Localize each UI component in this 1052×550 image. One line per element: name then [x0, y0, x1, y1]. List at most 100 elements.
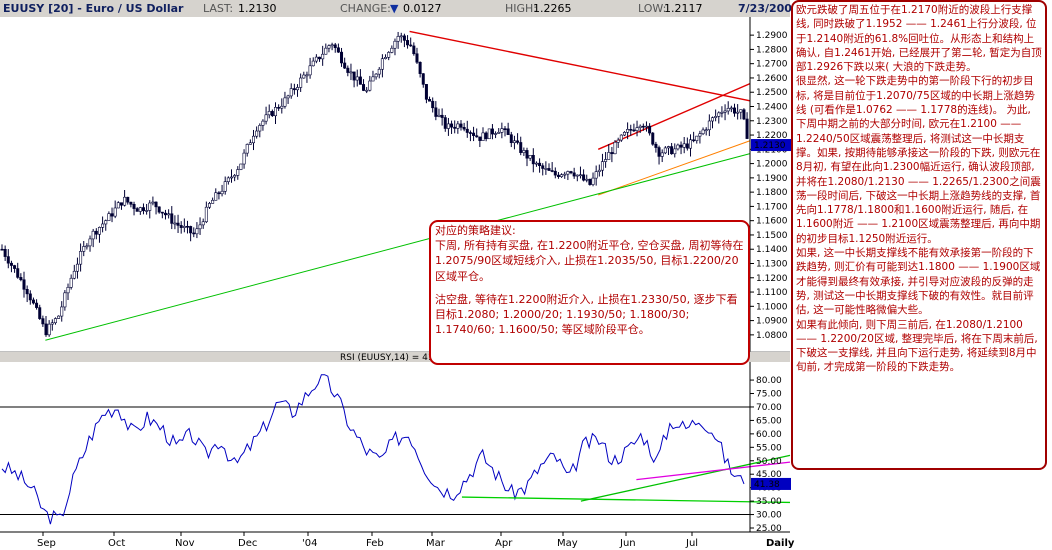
price-candle-body [717, 112, 721, 117]
price-candle-body [57, 315, 61, 319]
price-candle-body [189, 226, 193, 234]
price-tick-label: 1.2000 [756, 160, 788, 170]
price-candle-body [217, 192, 221, 195]
price-candle-body [0, 248, 4, 251]
price-candle-body [500, 128, 504, 133]
analysis-para-1: 欧元跌破了周五位于在1.2170附近的波段上行支撑线, 同时跌破了1.1952 … [796, 4, 1042, 74]
price-candle-body [233, 175, 237, 178]
price-candle-body [685, 143, 689, 149]
price-candle-body [299, 77, 303, 88]
analysis-para-3: 如果, 这一中长期支撑线不能有效承接第一阶段的下跌趋势, 则汇价有可能到达1.1… [796, 247, 1041, 317]
x-axis: Sep Oct Nov Dec '04 Feb Mar Apr May Jun Jul [0, 531, 790, 549]
x-tick-label: Oct [108, 538, 125, 549]
price-candle-body [472, 132, 476, 136]
price-candle-body [415, 53, 419, 63]
price-candle-body [226, 177, 230, 182]
price-candle-body [651, 132, 655, 145]
price-tick-label: 1.1600 [756, 217, 788, 227]
price-candle-body [475, 135, 479, 138]
price-candle-body [582, 174, 586, 181]
price-candle-body [185, 225, 189, 228]
price-candle-body [214, 192, 218, 201]
last-price-tag [751, 139, 791, 152]
date-label: 7/23/200 [738, 2, 792, 15]
price-candle-body [132, 203, 136, 209]
price-tick-label: 1.2900 [756, 31, 788, 41]
price-candle-body [666, 146, 670, 149]
price-candle-body [440, 114, 444, 118]
price-candle-body [41, 318, 45, 325]
price-candle-body [6, 256, 10, 264]
strategy-para-buy: 下周, 所有持有买盘, 在1.2200附近平仓, 空仓买盘, 周初等待在1.20… [435, 239, 744, 283]
price-tick-label: 1.1000 [756, 302, 788, 312]
price-candle-body [462, 127, 466, 130]
price-candle-body [242, 152, 246, 165]
last-price-tag-text: 1.2130 [754, 141, 786, 151]
price-candle-body [638, 125, 642, 128]
x-tick-label: Jul [685, 538, 698, 549]
price-candle-body [236, 169, 240, 176]
price-candle-body [192, 232, 196, 235]
price-candle-body [560, 174, 564, 177]
price-trendlines [45, 30, 751, 341]
price-candle-body [324, 47, 328, 55]
price-candle-body [173, 222, 177, 225]
price-candle-body [431, 100, 435, 109]
price-candle-body [654, 143, 658, 148]
rsi-title: RSI (EUUSY,14) = 41.38 [340, 353, 448, 363]
x-tick-label: May [557, 538, 578, 549]
price-candle-body [597, 169, 601, 172]
price-candle-body [453, 126, 457, 129]
price-candle-body [264, 114, 268, 122]
price-candle-body [387, 52, 391, 58]
price-candle-body [352, 71, 356, 81]
strategy-para-sell: 沽空盘, 等待在1.2200附近介入, 止损在1.2330/50, 逐步下看目标… [435, 292, 738, 337]
price-candle-body [305, 74, 309, 77]
price-tick-label: 1.2400 [756, 103, 788, 113]
rsi-tick-label: 30.00 [756, 511, 782, 521]
price-tick-label: 1.2600 [756, 74, 788, 84]
price-candle-body [318, 56, 322, 60]
price-candle-body [604, 159, 608, 162]
price-candle-body [695, 135, 699, 141]
price-candle-body [619, 134, 623, 141]
price-candle-body [673, 148, 677, 155]
price-candle-body [79, 251, 83, 265]
price-candle-body [277, 107, 281, 109]
price-tick-label: 1.1900 [756, 174, 788, 184]
price-candle-body [629, 129, 633, 131]
price-candle-body [739, 109, 743, 113]
price-candle-body [692, 139, 696, 142]
x-tick-label: '04 [302, 538, 317, 549]
price-candle-body [443, 117, 447, 129]
x-tick-label: Feb [366, 538, 384, 549]
price-candle-body [223, 181, 227, 192]
analysis-note-box: 欧元跌破了周五位于在1.2170附近的波段上行支撑线, 同时跌破了1.1952 … [791, 0, 1047, 470]
rsi-panel [0, 374, 791, 525]
x-tick-label: Nov [175, 538, 195, 549]
price-candle-body [267, 111, 271, 116]
price-candle-body [610, 152, 614, 155]
price-candle-body [91, 230, 95, 240]
price-candle-body [198, 224, 202, 230]
price-candle-body [261, 120, 265, 126]
price-candle-body [374, 73, 378, 78]
price-candle-body [704, 129, 708, 132]
price-candle-body [66, 287, 70, 294]
price-candle-body [541, 165, 545, 169]
price-candle-body [82, 246, 86, 252]
price-trendline [598, 140, 751, 196]
price-candle-body [280, 105, 284, 109]
price-candle-body [670, 146, 674, 155]
price-candle-body [497, 131, 501, 134]
price-candle-body [16, 268, 20, 278]
price-candle-body [69, 277, 73, 288]
price-candle-body [396, 36, 400, 42]
change-label: CHANGE: [340, 2, 391, 15]
price-candle-body [330, 44, 334, 47]
price-candle-body [428, 99, 432, 102]
price-candle-body [380, 58, 384, 70]
price-candle-body [340, 51, 344, 64]
price-tick-label: 1.1300 [756, 260, 788, 270]
x-tick-label: Dec [238, 538, 257, 549]
